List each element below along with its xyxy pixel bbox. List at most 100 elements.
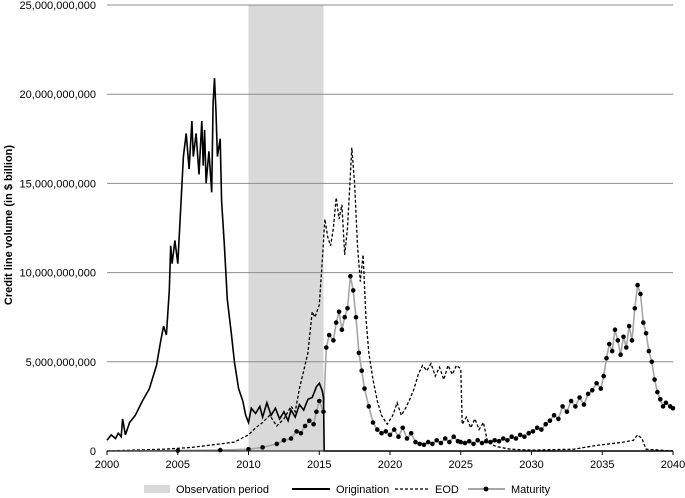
eod-series (106, 147, 674, 452)
maturity-point (348, 273, 353, 279)
maturity-point (604, 355, 609, 361)
maturity-point (326, 332, 332, 338)
maturity-point (288, 436, 294, 441)
maturity-point (350, 288, 356, 293)
maturity-point (413, 439, 418, 445)
maturity-point (547, 418, 553, 424)
legend-marker-maturity (483, 486, 489, 492)
maturity-point (601, 373, 606, 379)
maturity-point (281, 438, 287, 443)
maturity-point (375, 427, 380, 432)
maturity-point (294, 429, 299, 434)
x-tick-label: 2005 (166, 459, 190, 471)
maturity-point (568, 398, 574, 404)
maturity-point (447, 439, 452, 445)
maturity-point (391, 427, 397, 432)
maturity-point (618, 352, 623, 358)
maturity-point (551, 413, 557, 418)
maturity-point (517, 432, 523, 438)
maturity-point (612, 327, 618, 333)
x-tick-label: 2010 (236, 459, 260, 471)
maturity-point (658, 397, 663, 402)
maturity-point (307, 418, 312, 424)
maturity-point (362, 386, 367, 391)
legend-label-eod: EOD (435, 484, 459, 496)
maturity-point (585, 391, 591, 397)
maturity-point (522, 434, 527, 440)
maturity-point (564, 409, 570, 415)
y-tick-label: 10,000,000,000 (20, 268, 96, 280)
maturity-point (652, 377, 657, 382)
legend-label-observation-period: Observation period (176, 484, 269, 496)
maturity-point (670, 405, 676, 411)
maturity-point (408, 430, 414, 436)
maturity-point (632, 306, 638, 311)
maturity-point (246, 446, 251, 452)
maturity-point (442, 436, 448, 441)
maturity-point (421, 442, 427, 448)
x-axis-ticks: 2000 2005 2010 2015 2020 2025 2030 2035 2040 (95, 451, 685, 471)
maturity-point (496, 438, 502, 444)
maturity-point (590, 388, 595, 393)
maturity-point (479, 440, 485, 446)
maturity-point (598, 386, 604, 391)
x-tick-label: 2030 (519, 459, 543, 471)
y-axis-ticks: 0 5,000,000,000 10,000,000,000 15,000,000,0… (20, 0, 96, 458)
y-tick-label: 15,000,000,000 (20, 178, 96, 190)
y-tick-label: 5,000,000,000 (26, 357, 96, 369)
maturity-point (458, 439, 464, 445)
x-tick-label: 2040 (661, 459, 685, 471)
maturity-point (317, 398, 322, 404)
maturity-point (400, 425, 406, 431)
maturity-point (638, 291, 643, 297)
legend-swatch-observation-period (144, 485, 170, 493)
maturity-point (331, 338, 336, 343)
gridlines (107, 4, 673, 363)
y-tick-label: 25,000,000,000 (20, 0, 96, 12)
maturity-point (609, 348, 615, 354)
origination-series (106, 78, 673, 452)
maturity-point (274, 441, 280, 447)
maturity-line (106, 276, 674, 452)
maturity-point (530, 429, 536, 434)
x-tick-label: 2000 (95, 459, 119, 471)
maturity-point (560, 404, 565, 409)
origination-line (106, 78, 673, 452)
eod-line (106, 147, 674, 452)
maturity-point (298, 430, 304, 436)
maturity-point (471, 441, 476, 447)
maturity-point (217, 447, 223, 453)
observation-period-band (248, 5, 324, 451)
maturity-point (353, 314, 359, 320)
maturity-point (543, 421, 548, 427)
maturity-point (336, 309, 342, 315)
maturity-point (513, 436, 519, 441)
maturity-point (655, 389, 660, 395)
maturity-point (345, 306, 350, 311)
x-tick-label: 2020 (378, 459, 402, 471)
legend: Observation period Origination EOD Matur… (144, 484, 551, 496)
maturity-point (314, 409, 319, 415)
maturity-point (660, 404, 666, 409)
maturity-point (387, 432, 393, 438)
maturity-point (260, 445, 265, 450)
maturity-point (311, 421, 316, 427)
y-tick-label: 20,000,000,000 (20, 89, 96, 101)
maturity-point (488, 439, 493, 445)
x-tick-label: 2015 (307, 459, 331, 471)
x-tick-label: 2035 (590, 459, 614, 471)
maturity-point (342, 314, 348, 320)
maturity-point (577, 395, 582, 400)
maturity-point (475, 438, 481, 443)
maturity-point (641, 320, 646, 325)
maturity-point (417, 441, 423, 447)
maturity-point (370, 420, 376, 425)
maturity-point (663, 400, 669, 406)
y-axis-label: Credit line volume (in $ billion) (3, 145, 15, 305)
maturity-point (451, 434, 457, 440)
maturity-point (302, 423, 308, 429)
maturity-point (483, 438, 489, 444)
maturity-point (333, 320, 339, 325)
maturity-point (594, 380, 599, 386)
